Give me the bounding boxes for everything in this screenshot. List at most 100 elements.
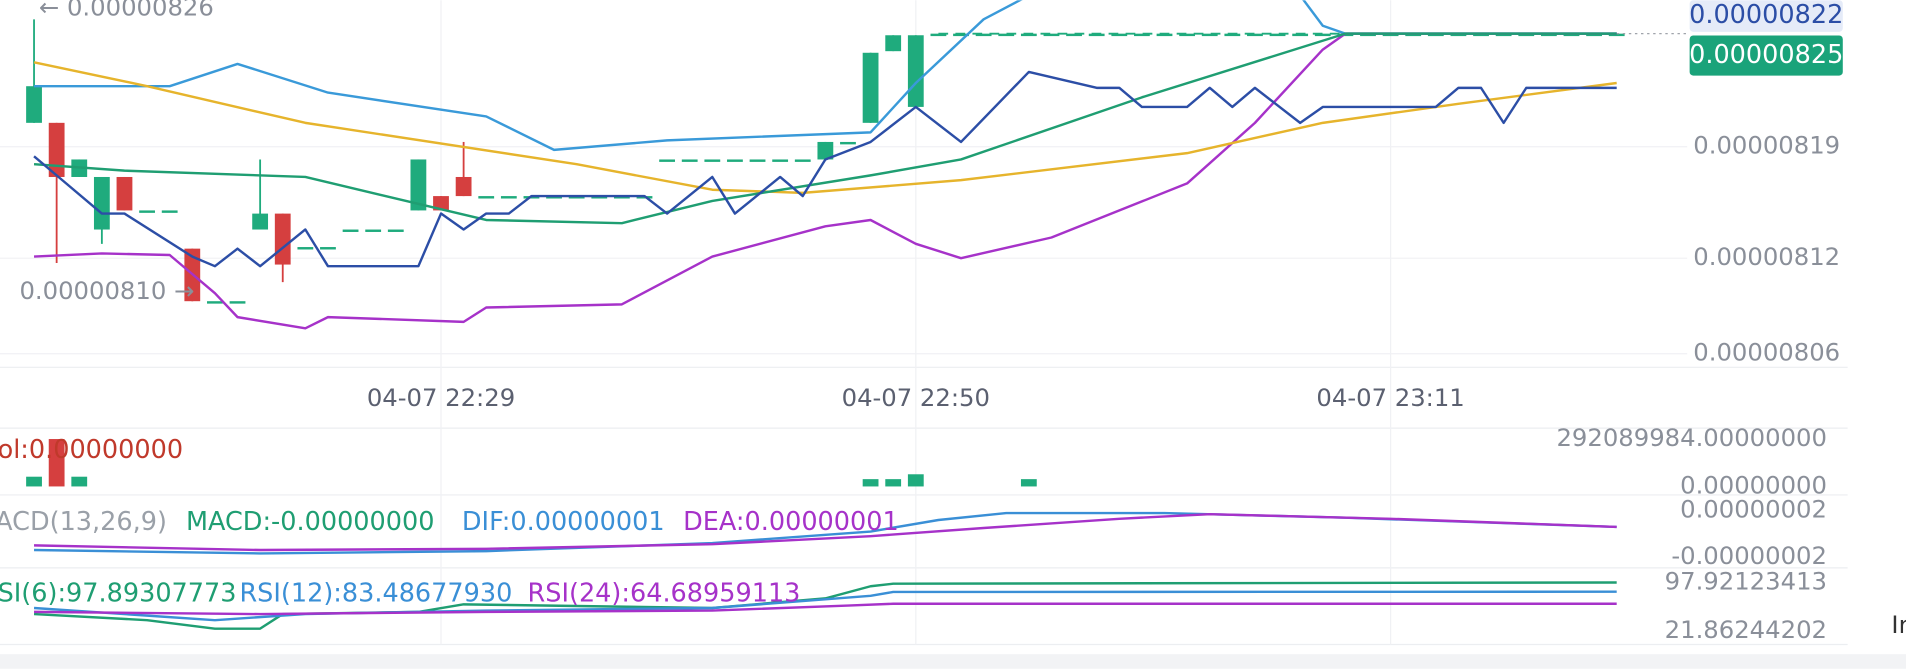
volume-label: ol:0.00000000 — [0, 435, 183, 465]
labels-layer: ← 0.00000826 0.00000810 → 0.00000822 0.0… — [0, 0, 1906, 644]
candle-body — [1405, 33, 1422, 37]
indicator-line — [34, 602, 1617, 616]
candle-body — [998, 33, 1015, 37]
candle-body — [116, 176, 133, 211]
candle-body — [1179, 33, 1196, 37]
candle-body — [1586, 33, 1602, 37]
candle-body — [455, 176, 472, 197]
candle-body — [546, 196, 562, 199]
candle-body — [1201, 33, 1218, 37]
candle-body — [1066, 33, 1082, 37]
indicator-tick-label: 0.00000002 — [1680, 495, 1827, 524]
candle-body — [1495, 33, 1512, 37]
candle-body — [26, 86, 42, 123]
y-tick-label: 0.00000806 — [1693, 338, 1840, 367]
indicator-line — [34, 512, 1617, 552]
last-price: 0.00000825 — [1689, 40, 1843, 70]
candle-body — [320, 247, 336, 250]
indicator-lines — [34, 511, 1617, 555]
bottom-bar — [0, 654, 1906, 669]
candle-body — [1540, 33, 1557, 37]
indicator-line — [33, 32, 1617, 225]
candle-body — [817, 141, 834, 160]
candle-body — [297, 247, 314, 250]
candle-body — [1473, 33, 1489, 37]
candle-body — [1608, 33, 1625, 37]
candle-body — [1247, 33, 1263, 37]
candle-body — [274, 213, 291, 265]
grid-layer — [0, 0, 1688, 645]
indicator-label: RSI(24):64.68959113 — [528, 579, 801, 609]
volume-bar — [885, 479, 902, 487]
high-annotation: ← 0.00000826 — [39, 0, 214, 22]
indicator-line — [33, 61, 1617, 195]
candle-body — [1156, 33, 1173, 37]
candle-body — [478, 196, 495, 199]
indicator-tick-label: 21.86244202 — [1665, 615, 1827, 644]
candle-body — [794, 159, 811, 162]
indicator-label: DEA:0.00000001 — [683, 507, 899, 537]
candle-body — [704, 159, 721, 162]
candle-body — [1360, 33, 1376, 37]
indicator-line — [33, 70, 1617, 268]
volume-bar — [1020, 479, 1037, 487]
candle-body — [727, 159, 743, 162]
indicator-label: SI(6):97.89307773 — [0, 579, 236, 609]
candle-body — [1427, 33, 1444, 37]
y-tick-label: 0.00000812 — [1693, 242, 1840, 271]
volume-bar — [48, 439, 65, 487]
x-tick-label: 04-07 22:29 — [367, 383, 515, 412]
indicator-label: DIF:0.00000001 — [462, 507, 665, 537]
indicator-line — [34, 0, 1617, 152]
candle-body — [1020, 33, 1037, 37]
candle-body — [1133, 33, 1150, 37]
indicator-tick-label: -0.00000002 — [1671, 541, 1827, 570]
candle-body — [410, 159, 427, 211]
candle-body — [48, 122, 65, 177]
candle-body — [500, 196, 517, 199]
candle-body — [1450, 33, 1467, 37]
candle-body — [1382, 33, 1399, 37]
y-tick-label: 0.00000819 — [1693, 131, 1840, 160]
price-tag: 0.00000822 — [1689, 0, 1843, 30]
last-price-box — [1689, 35, 1843, 76]
candle-body — [975, 33, 992, 37]
marks-layer — [26, 0, 1688, 630]
candle-body — [207, 301, 223, 304]
volume-bar — [26, 476, 42, 487]
candle-body — [772, 159, 789, 162]
indicator-line — [33, 581, 1617, 630]
candle-body — [659, 159, 676, 162]
candle-body — [862, 52, 879, 123]
candle-body — [139, 210, 155, 213]
volume-tick-label: 292089984.00000000 — [1556, 423, 1827, 452]
candles — [26, 19, 1688, 304]
volume-bar — [71, 476, 88, 487]
indicator-tick-label: 97.92123413 — [1665, 566, 1827, 595]
candle-body — [1518, 33, 1535, 37]
candle-body — [1043, 33, 1060, 37]
candle-body — [387, 229, 404, 232]
candle-body — [1224, 33, 1241, 37]
indicator-label: RSI(12):83.48677930 — [239, 579, 512, 609]
low-annotation: 0.00000810 → — [19, 276, 194, 305]
candle-body — [365, 229, 382, 232]
indicator-lines — [33, 581, 1617, 630]
candle-body — [93, 176, 110, 230]
x-tick-label: 04-07 23:11 — [1316, 383, 1464, 412]
candle-body — [1269, 33, 1286, 37]
candle-body — [613, 196, 630, 199]
volume-bar — [862, 479, 879, 487]
candle-body — [1563, 33, 1580, 37]
candle-body — [1088, 33, 1105, 37]
candle-body — [885, 35, 902, 52]
price-tag-box — [1689, 0, 1843, 32]
x-tick-label: 04-07 22:50 — [842, 383, 990, 412]
candle-body — [681, 159, 698, 162]
volume-tick-label: 0.00000000 — [1680, 470, 1827, 499]
candle-body — [229, 301, 246, 304]
candle-body — [1111, 33, 1128, 37]
volume-bar — [907, 474, 924, 487]
indicator-line — [33, 590, 1617, 622]
